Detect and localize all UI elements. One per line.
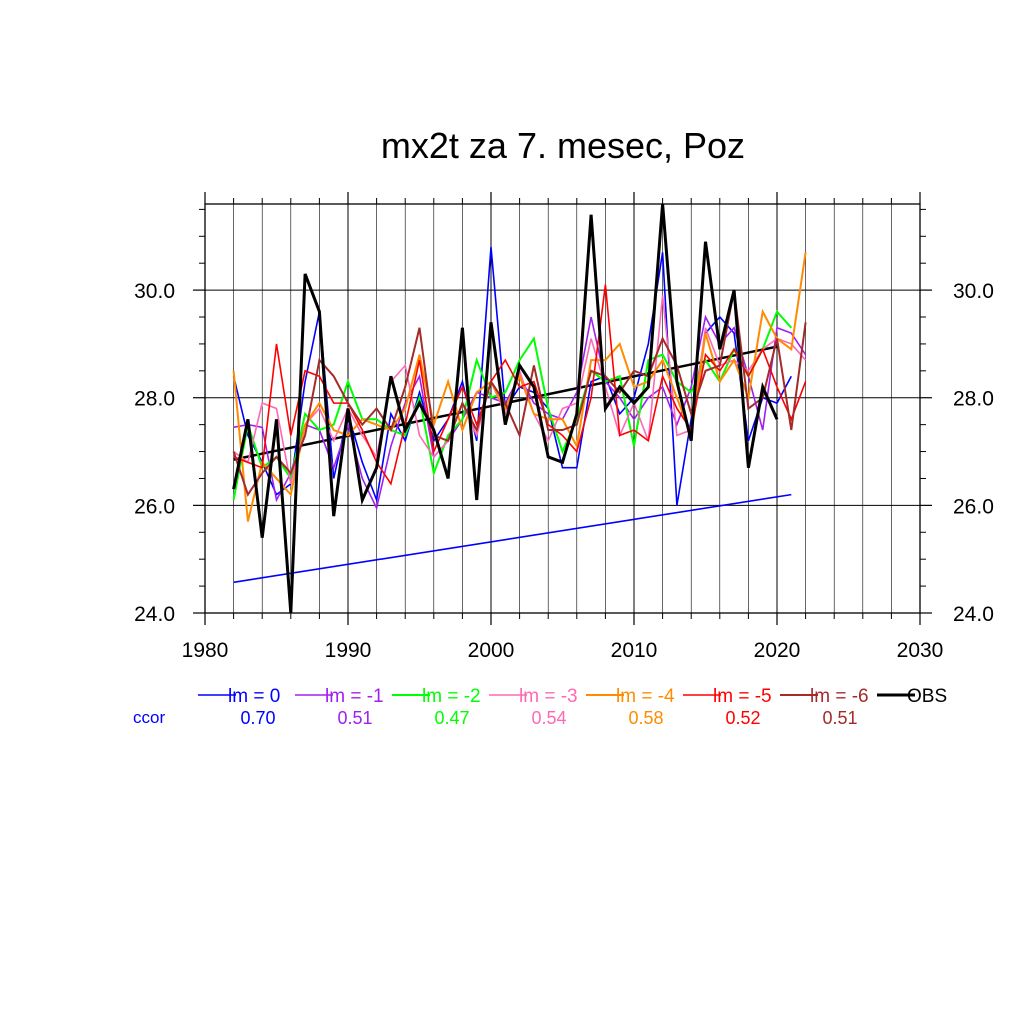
legend-label: OBS: [907, 686, 947, 707]
y-tick-label-right: 28.0: [953, 388, 994, 411]
axes: 1980 1990 2000 2010 2020 2030 24.0 24.0 26.0 26.0…: [134, 192, 994, 662]
legend-label: lm = -3: [519, 686, 578, 707]
ccor-value: 0.70: [240, 708, 275, 728]
ccor-value: 0.54: [531, 708, 566, 728]
y-tick-label-right: 24.0: [953, 603, 994, 626]
legend-label: lm = -6: [810, 686, 869, 707]
plot-frame: [204, 203, 921, 614]
x-tick-label: 1990: [325, 639, 372, 662]
series-line-7: [232, 203, 779, 614]
ccor-value: 0.58: [628, 708, 663, 728]
x-tick-label: 2030: [897, 639, 944, 662]
legend-label: lm = -2: [422, 686, 481, 707]
legend-label: lm = -4: [616, 686, 675, 707]
x-tick-label: 2010: [611, 639, 658, 662]
y-tick-label-right: 26.0: [953, 495, 994, 518]
x-tick-label: 2020: [754, 639, 801, 662]
ccor-value: 0.47: [434, 708, 469, 728]
legend-label: lm = -1: [325, 686, 384, 707]
ccor-value: 0.51: [337, 708, 372, 728]
y-tick-label-right: 30.0: [953, 280, 994, 303]
series-line-6: [232, 289, 807, 497]
x-tick-label: 1980: [182, 639, 229, 662]
y-tick-label-left: 26.0: [134, 495, 175, 518]
trend-line: [233, 493, 792, 584]
y-tick-label-left: 28.0: [134, 388, 175, 411]
legend-label: lm = -5: [713, 686, 772, 707]
x-tick-label: 2000: [468, 639, 515, 662]
series-line-4: [232, 252, 807, 522]
legend-label: lm = 0: [228, 686, 280, 707]
series-line-5: [233, 284, 807, 486]
chart-title: mx2t za 7. mesec, Poz: [381, 125, 745, 166]
plot-lines: [232, 203, 807, 614]
ccor-label: ccor: [133, 708, 165, 727]
y-tick-label-left: 30.0: [134, 280, 175, 303]
ccor-value: 0.51: [822, 708, 857, 728]
ccor-value: 0.52: [725, 708, 760, 728]
y-tick-label-left: 24.0: [134, 603, 175, 626]
grid: [205, 204, 920, 613]
